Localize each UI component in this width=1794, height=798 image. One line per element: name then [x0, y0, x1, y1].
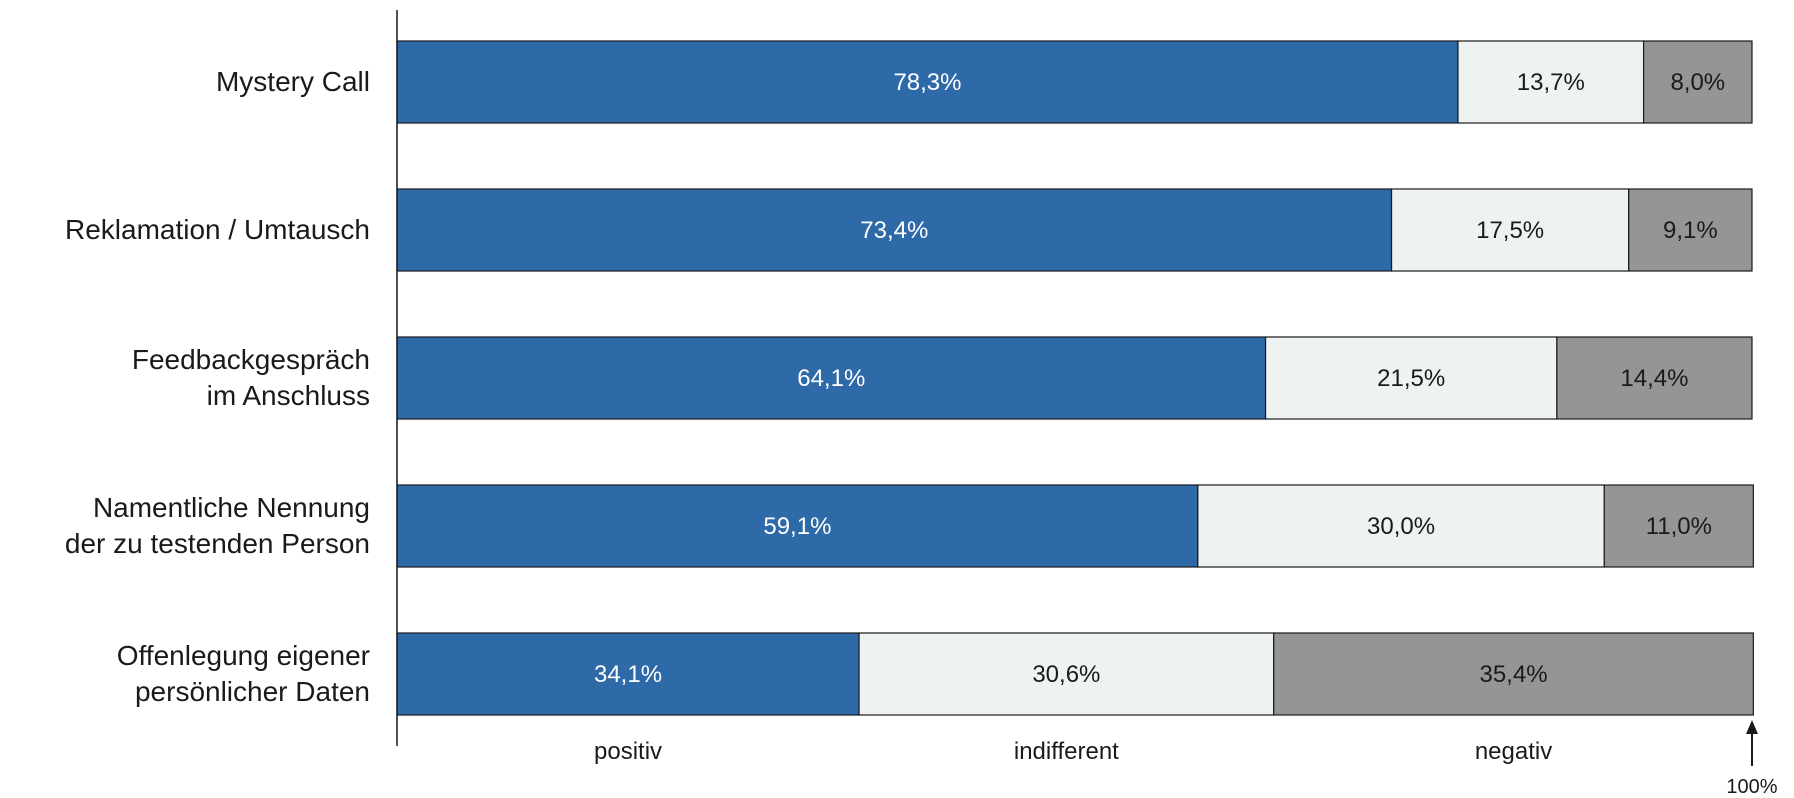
data-label-negativ-1: 9,1%: [1663, 217, 1718, 244]
bar-negativ-2: [1556, 336, 1753, 420]
bar-negativ-0: [1642, 40, 1753, 124]
bar-indifferent-2: [1264, 336, 1558, 420]
category-label-2-line-0: Feedbackgespräch: [132, 344, 370, 375]
data-label-indifferent-4: 30,6%: [1032, 661, 1100, 688]
end-marker-arrow-icon: [1746, 720, 1758, 734]
data-label-positiv-3: 59,1%: [763, 513, 831, 540]
bar-indifferent-1: [1390, 188, 1630, 272]
bar-indifferent-4: [858, 632, 1275, 716]
category-labels: Mystery Call Reklamation / Umtausch Feedba…: [65, 66, 370, 707]
category-label-1-line-0: Reklamation / Umtausch: [65, 214, 370, 245]
bar-negativ-1: [1628, 188, 1753, 272]
data-label-indifferent-2: 21,5%: [1377, 365, 1445, 392]
end-marker: 100%: [1726, 720, 1778, 798]
data-label-negativ-3: 11,0%: [1646, 513, 1712, 540]
category-label-0-line-0: Mystery Call: [216, 66, 370, 97]
bar-positiv-1: [396, 188, 1393, 272]
data-label-positiv-2: 64,1%: [797, 365, 865, 392]
category-label-4-line-1: persönlicher Daten: [135, 676, 370, 707]
legend: positiv indifferent negativ: [594, 738, 1552, 765]
legend-positiv: positiv: [594, 738, 662, 765]
data-label-negativ-4: 35,4%: [1479, 661, 1547, 688]
bar-positiv-2: [396, 336, 1267, 420]
category-label-2-line-1: im Anschluss: [207, 380, 370, 411]
bar-positiv-0: [396, 40, 1459, 124]
legend-indifferent: indifferent: [1014, 738, 1119, 765]
data-label-negativ-0: 8,0%: [1670, 69, 1725, 96]
data-label-indifferent-1: 17,5%: [1476, 217, 1544, 244]
data-label-indifferent-0: 13,7%: [1517, 69, 1585, 96]
data-label-negativ-2: 14,4%: [1620, 365, 1688, 392]
data-label-positiv-0: 78,3%: [893, 69, 961, 96]
bar-negativ-4: [1273, 632, 1754, 716]
legend-negativ: negativ: [1475, 738, 1552, 765]
bar-positiv-3: [396, 484, 1199, 568]
data-label-positiv-4: 34,1%: [594, 661, 662, 688]
bar-positiv-4: [396, 632, 860, 716]
category-label-4-line-0: Offenlegung eigener: [117, 640, 370, 671]
end-marker-label: 100%: [1726, 776, 1777, 798]
data-label-positiv-1: 73,4%: [860, 217, 928, 244]
data-label-indifferent-3: 30,0%: [1367, 513, 1435, 540]
category-label-3-line-0: Namentliche Nennung: [93, 492, 370, 523]
bar-indifferent-0: [1457, 40, 1645, 124]
bar-negativ-3: [1603, 484, 1754, 568]
category-label-3-line-1: der zu testenden Person: [65, 528, 370, 559]
plot-area: 78,3% 13,7% 8,0% 73,4% 17,5% 9,1% 64,1% 21,5% 14…: [396, 10, 1754, 746]
